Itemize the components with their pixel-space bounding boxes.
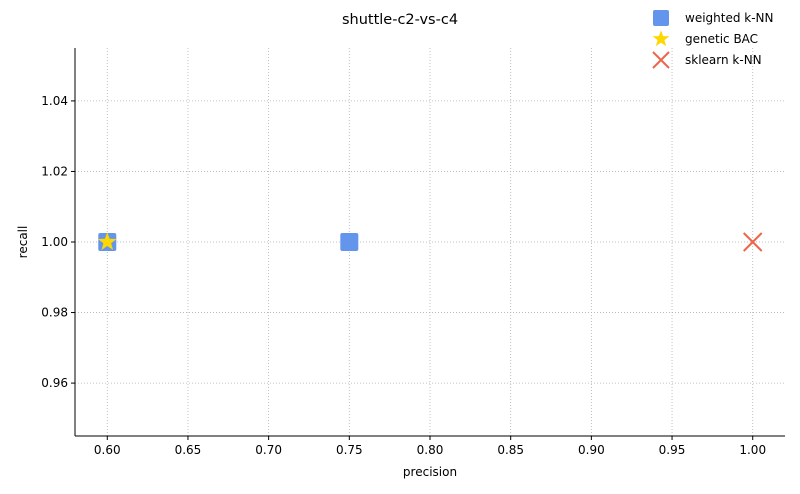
y-tick-label: 0.96 — [41, 376, 68, 390]
x-tick-label: 1.00 — [739, 443, 766, 457]
x-tick-label: 0.60 — [94, 443, 121, 457]
x-axis-ticks: 0.60 0.65 0.70 0.75 0.80 0.85 0.90 0.95 1.00 — [94, 436, 766, 457]
legend-label: genetic BAC — [685, 32, 758, 46]
y-axis-label: recall — [16, 226, 30, 259]
x-axis-label: precision — [403, 465, 457, 479]
legend-label: weighted k-NN — [685, 11, 774, 25]
x-tick-label: 0.65 — [175, 443, 202, 457]
data-point-star — [97, 232, 117, 251]
chart-title: shuttle-c2-vs-c4 — [342, 12, 458, 28]
legend-entry: genetic BAC — [652, 30, 758, 47]
legend-marker-square — [653, 10, 669, 26]
x-tick-label: 0.85 — [497, 443, 524, 457]
legend: weighted k-NN genetic BAC sklearn k-NN — [652, 10, 774, 69]
grid — [75, 48, 785, 436]
x-tick-label: 0.95 — [659, 443, 686, 457]
y-tick-label: 1.00 — [41, 235, 68, 249]
legend-entry: sklearn k-NN — [652, 51, 762, 69]
data-point-square — [340, 233, 359, 251]
y-tick-label: 1.02 — [41, 164, 68, 178]
y-tick-label: 0.98 — [41, 306, 68, 320]
y-tick-label: 1.04 — [41, 94, 68, 108]
data-points — [97, 232, 763, 252]
data-point-x — [743, 232, 763, 252]
x-tick-label: 0.75 — [336, 443, 363, 457]
legend-marker-star — [652, 30, 670, 47]
x-tick-label: 0.80 — [417, 443, 444, 457]
x-tick-label: 0.70 — [255, 443, 282, 457]
x-tick-label: 0.90 — [578, 443, 605, 457]
legend-entry: weighted k-NN — [653, 10, 774, 26]
legend-label: sklearn k-NN — [685, 53, 762, 67]
legend-marker-x — [652, 51, 670, 69]
y-axis-ticks: 0.96 0.98 1.00 1.02 1.04 — [41, 94, 75, 390]
